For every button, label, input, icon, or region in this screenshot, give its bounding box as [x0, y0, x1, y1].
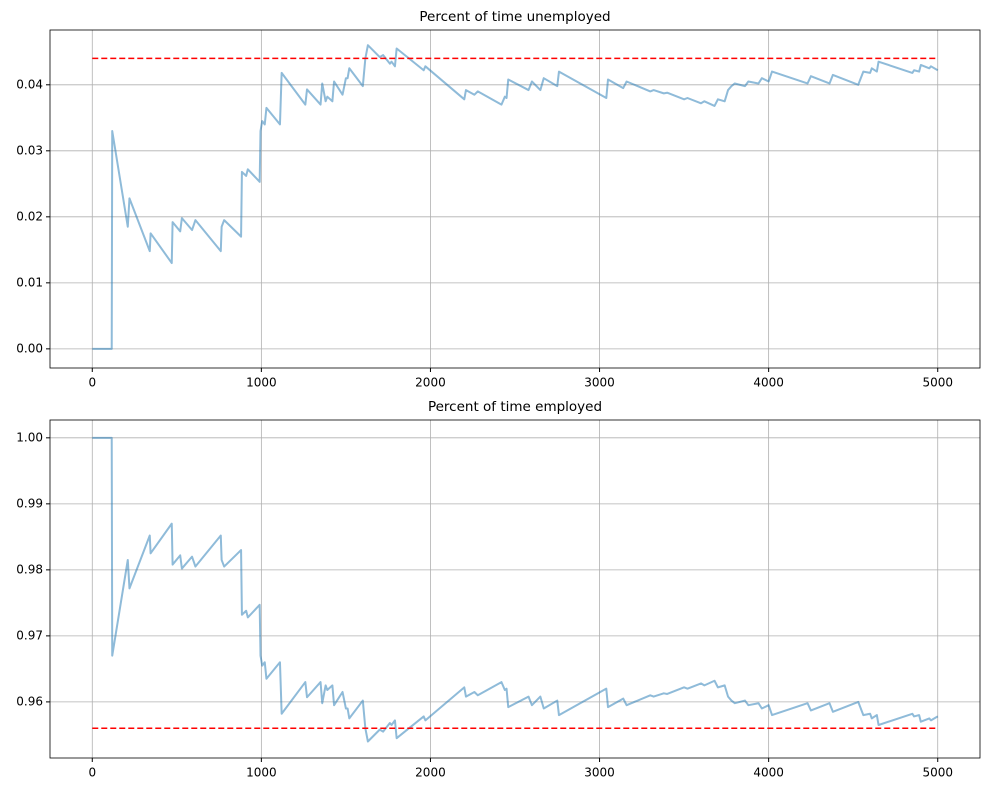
axes-frame [49, 419, 981, 759]
y-tick-label: 0.96 [16, 694, 43, 708]
y-tick-label: 0.00 [16, 341, 43, 355]
x-tick-label: 1000 [246, 376, 277, 390]
y-tick-label: 0.02 [16, 209, 43, 223]
y-tick-label: 0.99 [16, 496, 43, 510]
series-line [92, 44, 939, 350]
x-tick-label: 0 [88, 766, 96, 780]
x-tick-label: 1000 [246, 766, 277, 780]
x-tick-label: 4000 [753, 766, 784, 780]
y-tick-label: 0.03 [16, 143, 43, 157]
x-tick-label: 2000 [415, 766, 446, 780]
x-tick-label: 2000 [415, 376, 446, 390]
x-tick-label: 5000 [922, 766, 953, 780]
x-tick-label: 0 [88, 376, 96, 390]
x-tick-label: 5000 [922, 376, 953, 390]
y-tick-label: 0.97 [16, 628, 43, 642]
y-tick-label: 1.00 [16, 430, 43, 444]
x-tick-label: 4000 [753, 376, 784, 390]
axes-frame [49, 29, 981, 369]
y-tick-label: 0.01 [16, 275, 43, 289]
y-tick-label: 0.98 [16, 562, 43, 576]
chart-title: Percent of time employed [428, 399, 602, 415]
x-tick-label: 3000 [584, 376, 615, 390]
chart-title: Percent of time unemployed [419, 9, 610, 25]
x-tick-label: 3000 [584, 766, 615, 780]
series-line [92, 436, 939, 743]
y-tick-label: 0.04 [16, 77, 43, 91]
